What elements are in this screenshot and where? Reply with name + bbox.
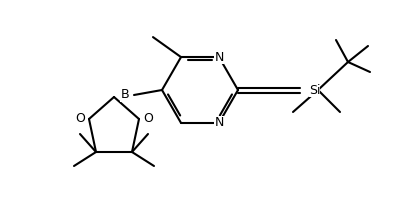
Text: N: N [214, 51, 223, 64]
Text: O: O [143, 112, 152, 126]
Text: N: N [214, 116, 223, 129]
Text: B: B [120, 89, 129, 101]
Text: Si: Si [308, 84, 320, 97]
Text: O: O [75, 112, 85, 126]
